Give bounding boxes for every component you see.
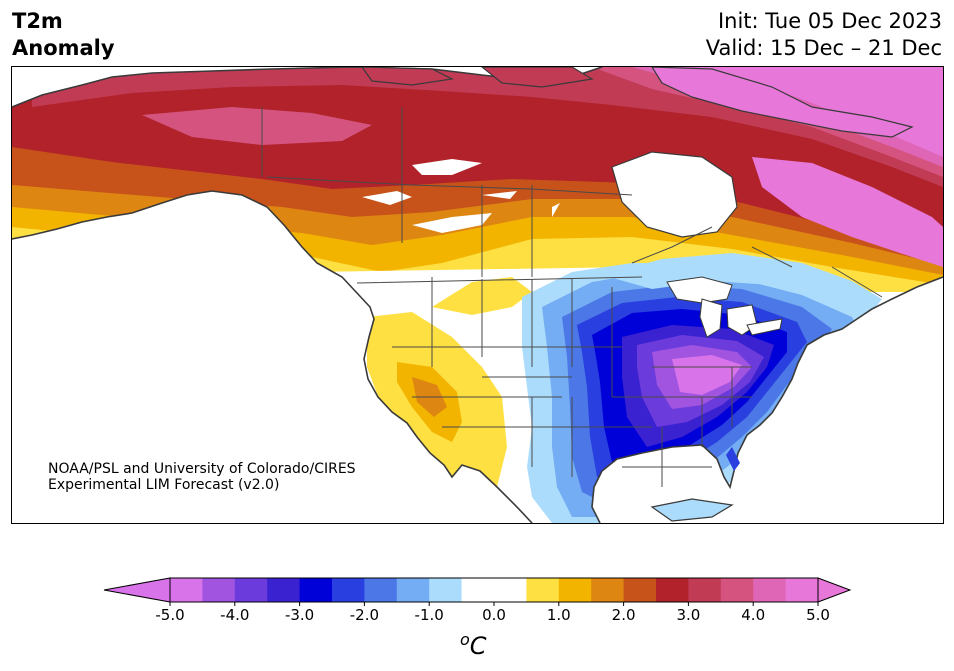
colorbar-under-extension bbox=[103, 577, 171, 603]
colorbar-swatch bbox=[720, 578, 754, 602]
colorbar-swatch bbox=[202, 578, 236, 602]
colorbar-swatch bbox=[461, 578, 495, 602]
colorbar-over-extension bbox=[817, 577, 852, 603]
colorbar-swatch bbox=[688, 578, 722, 602]
colorbar-swatch bbox=[623, 578, 657, 602]
colorbar-swatch bbox=[526, 578, 560, 602]
colorbar-tick-label: -3.0 bbox=[285, 606, 314, 624]
colorbar-swatch bbox=[591, 578, 625, 602]
colorbar: -5.0 -4.0 -3.0 -2.0 -1.0 0.0 1.0 2.0 3.0 4.0 5.0 bbox=[100, 576, 860, 636]
colorbar-canvas: -5.0 -4.0 -3.0 -2.0 -1.0 0.0 1.0 2.0 3.0 4.0 5.0 bbox=[103, 577, 852, 624]
colorbar-tick-label: -4.0 bbox=[220, 606, 249, 624]
colorbar-swatch bbox=[299, 578, 333, 602]
forecast-dates: Init: Tue 05 Dec 2023 Valid: 15 Dec – 21… bbox=[706, 8, 942, 62]
colorbar-tick-label: 4.0 bbox=[741, 606, 765, 624]
unit-letter: C bbox=[469, 632, 487, 660]
colorbar-unit: oC bbox=[460, 630, 487, 660]
colorbar-tick-label: 1.0 bbox=[547, 606, 571, 624]
colorbar-swatch bbox=[785, 578, 819, 602]
colorbar-tick-label: 0.0 bbox=[482, 606, 506, 624]
anomaly-map-canvas bbox=[12, 67, 943, 523]
credit-line-2: Experimental LIM Forecast (v2.0) bbox=[48, 477, 280, 493]
colorbar-swatch bbox=[332, 578, 365, 602]
colorbar-tick-label: -5.0 bbox=[155, 606, 184, 624]
colorbar-swatch bbox=[558, 578, 592, 602]
init-date: Init: Tue 05 Dec 2023 bbox=[717, 9, 942, 33]
colorbar-tick-label: 2.0 bbox=[612, 606, 636, 624]
anomaly-field bbox=[12, 67, 943, 523]
colorbar-tick-label: -1.0 bbox=[415, 606, 444, 624]
colorbar-swatch bbox=[753, 578, 787, 602]
title-line-1: T2m bbox=[12, 9, 63, 33]
colorbar-swatch bbox=[396, 578, 430, 602]
colorbar-tick-label: 3.0 bbox=[676, 606, 700, 624]
colorbar-swatch bbox=[494, 578, 527, 602]
valid-range: Valid: 15 Dec – 21 Dec bbox=[705, 36, 942, 60]
title-line-2: Anomaly bbox=[12, 36, 115, 60]
credit-line-1: NOAA/PSL and University of Colorado/CIRE… bbox=[48, 461, 356, 477]
anomaly-map bbox=[11, 66, 944, 524]
colorbar-swatch bbox=[234, 578, 268, 602]
colorbar-tick-label: 5.0 bbox=[806, 606, 830, 624]
colorbar-swatch bbox=[170, 578, 203, 602]
map-title: T2m Anomaly bbox=[12, 8, 115, 62]
data-credit: NOAA/PSL and University of Colorado/CIRE… bbox=[48, 461, 356, 493]
colorbar-swatch bbox=[364, 578, 398, 602]
political-borders bbox=[261, 107, 883, 487]
unit-superscript: o bbox=[460, 630, 470, 649]
colorbar-swatch bbox=[656, 578, 689, 602]
colorbar-tick-label: -2.0 bbox=[350, 606, 379, 624]
colorbar-swatch bbox=[267, 578, 301, 602]
colorbar-swatch bbox=[429, 578, 463, 602]
